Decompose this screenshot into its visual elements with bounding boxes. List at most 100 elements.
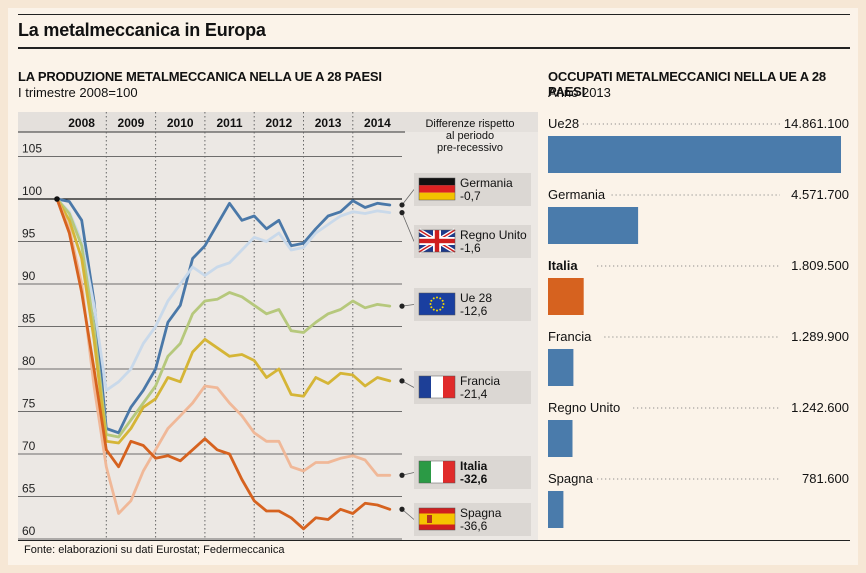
annotation-line-3: pre-recessivo xyxy=(437,142,503,154)
series-label-name: Ue 28 xyxy=(460,291,492,305)
right-chart-subtitle: OCCUPATI METALMECCANICI NELLA UE A 28 PA… xyxy=(548,69,826,99)
y-tick-label: 65 xyxy=(22,482,36,496)
year-header-band xyxy=(18,112,538,132)
left-chart-base-note: I trimestre 2008=100 xyxy=(18,85,138,100)
series-label-name: Regno Unito xyxy=(460,228,527,242)
bar-spagna xyxy=(548,491,564,528)
flag-stripe xyxy=(443,461,455,483)
title-rule xyxy=(18,47,850,49)
flag-star xyxy=(441,306,444,309)
bar-francia xyxy=(548,349,574,386)
y-tick-label: 80 xyxy=(22,354,36,368)
leader-line xyxy=(401,212,415,242)
flag-star xyxy=(442,303,445,305)
flag-border xyxy=(418,460,456,484)
series-end-dot xyxy=(399,506,405,512)
series-end-dot xyxy=(399,202,405,208)
flag-stripe xyxy=(443,376,455,398)
flag-de-icon xyxy=(418,177,456,201)
series-label-name: Italia xyxy=(460,459,488,473)
series-label-diff: -36,6 xyxy=(460,519,488,533)
flag-star xyxy=(432,308,435,311)
flag-stripe xyxy=(419,185,455,193)
y-tick-label: 60 xyxy=(22,524,36,538)
series-labels-layer: Germania-0,7 Regno Unito-1,6 Ue 28-12,6 Fra… xyxy=(399,173,531,536)
left-chart-subtitle: LA PRODUZIONE METALMECCANICA NELLA UE A … xyxy=(18,69,382,84)
series-line-uk xyxy=(55,197,392,392)
flag-stripe xyxy=(419,513,455,525)
flag-border xyxy=(418,375,456,399)
series-lines-layer xyxy=(54,196,392,531)
series-line-eu xyxy=(55,197,392,439)
series-end-dot xyxy=(399,378,405,384)
flag-stripe xyxy=(419,178,455,186)
series-label-diff: -32,6 xyxy=(460,472,488,486)
flag-star xyxy=(430,306,433,309)
bar-value-label: 1.289.900 xyxy=(791,329,849,344)
flag-star xyxy=(439,308,442,311)
origin-dot xyxy=(54,196,60,202)
flag-stripe xyxy=(419,376,431,398)
flag-stripe xyxy=(431,376,443,398)
series-label-name: Francia xyxy=(460,374,500,388)
bar-category-label: Regno Unito xyxy=(548,400,620,415)
series-line-es xyxy=(55,197,392,531)
flag-star xyxy=(436,309,438,312)
series-label-name: Germania xyxy=(460,176,513,190)
flag-border xyxy=(418,229,456,253)
series-line-fr xyxy=(55,197,392,445)
title-top-rule xyxy=(18,14,850,15)
series-label-diff: -12,6 xyxy=(460,304,488,318)
annotation-line-1: Differenze rispetto xyxy=(425,118,514,130)
y-tick-label: 100 xyxy=(22,184,42,198)
bar-category-label: Francia xyxy=(548,329,592,344)
flag-eu-icon xyxy=(418,292,456,316)
flag-field xyxy=(419,293,455,315)
flag-stripe xyxy=(419,192,455,200)
right-chart-year-note: Anno 2013 xyxy=(548,85,611,100)
flag-star xyxy=(441,299,444,302)
y-tick-label: 95 xyxy=(22,227,36,241)
flag-border xyxy=(418,177,456,201)
flag-border xyxy=(418,292,456,316)
bar-value-label: 781.600 xyxy=(802,471,849,486)
flag-border xyxy=(418,507,456,531)
flag-stripe xyxy=(431,461,443,483)
y-tick-label: 90 xyxy=(22,269,36,283)
y-tick-label: 75 xyxy=(22,397,36,411)
bar-category-label: Germania xyxy=(548,187,606,202)
y-tick-label: 85 xyxy=(22,312,36,326)
series-label-diff: -21,4 xyxy=(460,387,488,401)
flag-star xyxy=(436,296,438,299)
leader-line xyxy=(401,189,415,206)
flag-stripe xyxy=(419,461,431,483)
flag-es-icon xyxy=(418,507,456,531)
bar-italia xyxy=(548,278,584,315)
series-line-de xyxy=(55,197,392,435)
y-tick-label: 105 xyxy=(22,142,42,156)
flag-fr-icon xyxy=(418,375,456,399)
x-year-label: 2011 xyxy=(216,116,242,130)
x-year-label: 2009 xyxy=(118,116,145,130)
flag-star xyxy=(429,303,432,305)
source-rule xyxy=(18,540,850,541)
series-label-diff: -1,6 xyxy=(460,241,481,255)
bar-value-label: 1.809.500 xyxy=(791,258,849,273)
page-title: La metalmeccanica in Europa xyxy=(18,20,266,40)
x-year-label: 2008 xyxy=(68,116,95,130)
series-label-diff: -0,7 xyxy=(460,189,481,203)
flag-uk-icon xyxy=(417,228,457,254)
bar-value-label: 1.242.600 xyxy=(791,400,849,415)
flag-it-icon xyxy=(418,460,456,484)
bar-category-label: Spagna xyxy=(548,471,594,486)
annotation-line-2: al periodo xyxy=(446,130,494,142)
leader-line xyxy=(401,508,415,520)
bar-germania xyxy=(548,207,639,244)
x-year-label: 2014 xyxy=(364,116,391,130)
bar-category-label: Ue28 xyxy=(548,116,579,131)
flag-star xyxy=(430,299,433,302)
series-line-it xyxy=(55,197,392,515)
flag-cross-red xyxy=(419,238,455,244)
